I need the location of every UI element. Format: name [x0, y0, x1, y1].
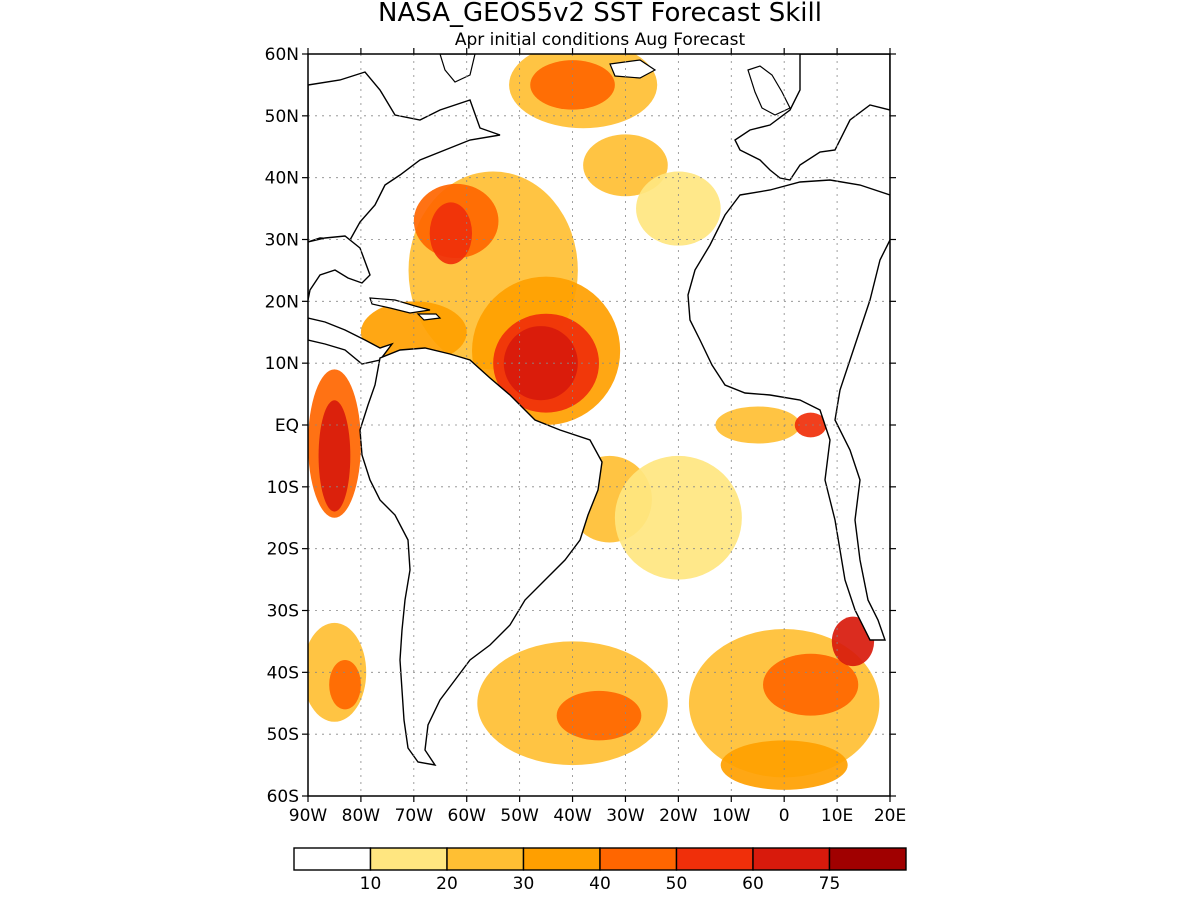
- land-greenland: [439, 54, 476, 83]
- lon-tick-label: 80W: [342, 806, 381, 826]
- lon-tick-label: 0: [779, 806, 790, 826]
- lat-tick-label: 40N: [265, 169, 299, 189]
- lon-tick-label: 70W: [395, 806, 434, 826]
- coastlines: [308, 54, 890, 766]
- lon-tick-label: 90W: [289, 806, 328, 826]
- colorbar-bin: [446, 847, 525, 871]
- lat-tick-label: 60S: [267, 787, 299, 807]
- lat-tick-label: 10N: [265, 354, 299, 374]
- colorbar-bin: [369, 847, 448, 871]
- lat-tick-label: 20N: [265, 292, 299, 312]
- latitude-axis: 60N 50N 40N 30N 20N 10N EQ 10S 20S 30S 40S 50S 60S: [265, 45, 896, 807]
- skill-region: [794, 412, 827, 438]
- lat-tick-label: EQ: [275, 416, 299, 436]
- colorbar-legend: 10 20 30 40 50 60 75: [293, 847, 907, 894]
- land-british-isles: [747, 65, 791, 116]
- lon-tick-label: 10W: [712, 806, 751, 826]
- lat-tick-label: 30S: [267, 602, 299, 622]
- colorbar-label: 30: [513, 874, 535, 894]
- skill-region: [831, 616, 875, 667]
- lon-tick-label: 30W: [606, 806, 645, 826]
- colorbar-label: 75: [819, 874, 841, 894]
- skill-region: [720, 740, 848, 790]
- colorbar-label: 60: [742, 874, 764, 894]
- figure-title: NASA_GEOS5v2 SST Forecast Skill: [378, 0, 822, 28]
- colorbar-bin: [828, 847, 907, 871]
- skill-region: [763, 653, 859, 716]
- skill-region: [329, 659, 361, 710]
- skill-region: [530, 60, 615, 110]
- lat-tick-label: 30N: [265, 231, 299, 251]
- lon-tick-label: 60W: [448, 806, 487, 826]
- colorbar-bin: [599, 847, 678, 871]
- lat-tick-label: 10S: [267, 478, 299, 498]
- land-north-america: [308, 71, 501, 243]
- colorbar-bin: [752, 847, 831, 871]
- skill-region: [318, 400, 351, 512]
- colorbar-label: 50: [666, 874, 688, 894]
- lon-tick-label: 10E: [821, 806, 853, 826]
- land-south-america: [359, 347, 603, 766]
- land-europe: [734, 54, 890, 181]
- land-africa: [687, 179, 890, 641]
- colorbar-label: 10: [360, 874, 382, 894]
- land-central-america: [308, 235, 371, 301]
- lon-tick-label: 50W: [500, 806, 539, 826]
- colorbar-bin: [293, 847, 372, 871]
- land-hispaniola: [416, 313, 442, 321]
- graticule: [308, 54, 890, 796]
- lat-tick-label: 20S: [267, 540, 299, 560]
- lon-tick-label: 40W: [553, 806, 592, 826]
- skill-region: [429, 202, 473, 265]
- lon-tick-label: 20E: [874, 806, 906, 826]
- land-iceland: [609, 59, 657, 79]
- skill-region: [583, 134, 668, 197]
- lat-tick-label: 50N: [265, 107, 299, 127]
- longitude-axis: 90W 80W 70W 60W 50W 40W 30W 20W 10W 0 10E 20E: [289, 48, 906, 826]
- figure-subtitle: Apr initial conditions Aug Forecast: [455, 30, 746, 50]
- land-cuba: [369, 297, 431, 314]
- colorbar-bin: [522, 847, 601, 871]
- skill-region: [556, 690, 642, 741]
- lat-tick-label: 40S: [267, 663, 299, 683]
- skill-shading: [308, 54, 880, 790]
- colorbar-bin: [675, 847, 754, 871]
- colorbar-label: 40: [589, 874, 611, 894]
- lat-tick-label: 60N: [265, 45, 299, 65]
- land-yucatan-isthmus: [308, 317, 394, 365]
- lat-tick-label: 50S: [267, 725, 299, 745]
- colorbar-label: 20: [436, 874, 458, 894]
- lon-tick-label: 20W: [659, 806, 698, 826]
